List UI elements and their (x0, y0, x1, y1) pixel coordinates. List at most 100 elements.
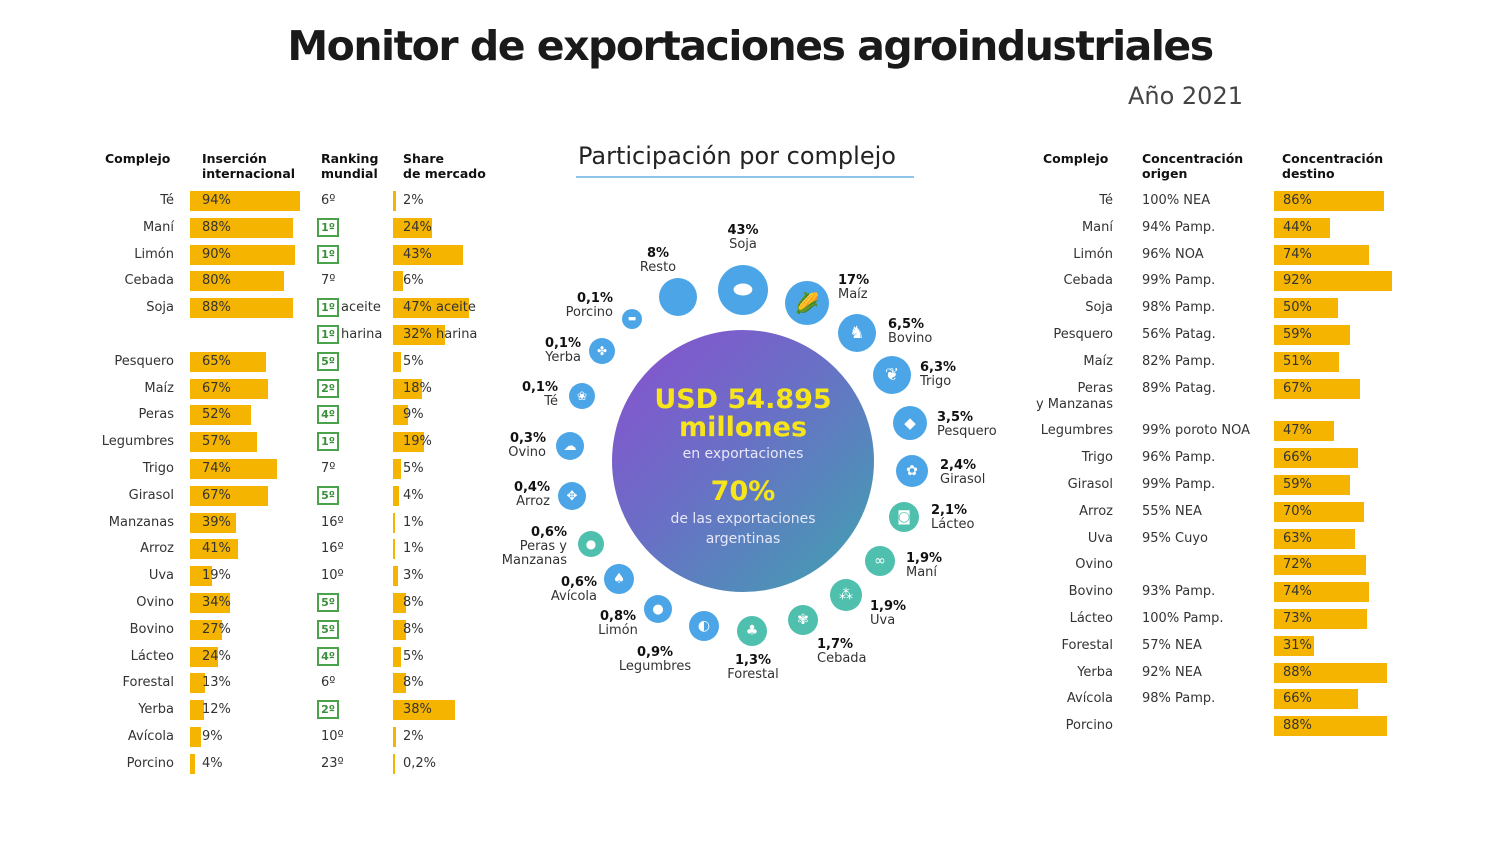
ranking-cell: 5º (317, 351, 341, 371)
slice-label: 0,9% Legumbres (605, 646, 705, 674)
ranking-value: 23º (321, 755, 344, 771)
origin-value: 98% Pamp. (1142, 300, 1216, 316)
ranking-value: 10º (321, 568, 344, 584)
row-label: Bovino (1068, 584, 1113, 600)
slice-name: Pesquero (937, 424, 997, 439)
destino-bar (1274, 475, 1350, 495)
slice-name: Trigo (920, 374, 952, 389)
slice-label: 1,3% Forestal (703, 654, 803, 682)
share-value: 32% harina (403, 327, 478, 342)
destino-bar (1274, 351, 1340, 372)
total-exports-circle: USD 54.895 millones en exportaciones 70%… (612, 330, 874, 592)
slice-name: Ovino (508, 445, 546, 460)
ranking-badge: 2º (317, 700, 339, 720)
destino-value: 74% (1283, 246, 1312, 262)
slice-name: Arroz (516, 494, 550, 509)
destino-bar (1274, 635, 1314, 656)
origin-value: 99% Pamp. (1142, 273, 1216, 289)
slice-name: Girasol (940, 472, 986, 487)
insercion-bar (190, 351, 267, 372)
destino-bar (1274, 582, 1369, 603)
center-title: Participación por complejo (578, 142, 896, 170)
destino-value: 51% (1283, 353, 1312, 369)
destino-bar (1274, 217, 1331, 238)
lemon-icon: ● (644, 595, 672, 623)
row-label: Legumbres (1040, 423, 1113, 439)
ranking-cell: 7º (317, 459, 335, 479)
insercion-value: 88% (202, 219, 231, 235)
destino-value: 67% (1283, 380, 1312, 396)
ranking-badge: 5º (317, 351, 339, 371)
insercion-bar (190, 432, 257, 453)
ranking-cell: 6º (317, 191, 335, 211)
share-bar (393, 378, 423, 399)
column-header: Concentración destino (1282, 151, 1384, 181)
destino-value: 73% (1283, 611, 1312, 626)
insercion-value: 41% (202, 541, 231, 557)
share-bar (393, 593, 406, 613)
origin-value: 100% NEA (1142, 193, 1211, 208)
insercion-value: 65% (202, 353, 231, 369)
row-label: Peras (138, 407, 174, 423)
share-bar (393, 485, 400, 506)
ranking-cell: 4º (317, 405, 341, 425)
origin-value: 98% Pamp. (1142, 691, 1216, 707)
destino-bar (1274, 716, 1387, 737)
row-label: Uva (148, 568, 174, 584)
sheep-icon: ☁ (556, 432, 584, 460)
slice-label: 1,9% Maní (906, 552, 942, 580)
slice-label: 3,5% Pesquero (937, 411, 997, 439)
row-label: Bovino (129, 621, 174, 637)
insercion-value: 57% (202, 434, 231, 450)
row-label: Arroz (140, 541, 174, 557)
slice-label: 1,9% Uva (870, 600, 906, 628)
share-bar (393, 244, 463, 265)
row-label: Té (160, 193, 174, 208)
row-label: Uva (1087, 530, 1113, 546)
insercion-value: 67% (202, 487, 231, 503)
share-value: 47% aceite (403, 300, 476, 316)
row-label: Cebada (1063, 273, 1113, 289)
slice-percent: 43% (727, 223, 759, 238)
tea-icon: ❀ (569, 383, 595, 409)
insercion-value: 67% (202, 380, 231, 396)
row-label: Limón (1073, 246, 1113, 262)
share-value: 5% (403, 648, 424, 664)
ranking-cell: 10º (317, 566, 344, 586)
destino-value: 72% (1283, 557, 1312, 573)
destino-value: 86% (1283, 193, 1312, 208)
ranking-note: aceite (341, 300, 381, 316)
insercion-bar (190, 405, 251, 426)
chicken-icon: ♠ (604, 564, 634, 594)
insercion-value: 88% (202, 300, 231, 316)
row-label: Forestal (122, 675, 174, 691)
slice-label: 0,3% Ovino (508, 432, 546, 460)
row-label: Cebada (124, 273, 174, 289)
ranking-value: 7º (321, 461, 336, 476)
milk-icon: ◙ (889, 502, 919, 532)
origin-value: 96% Pamp. (1142, 450, 1216, 466)
insercion-value: 39% (202, 514, 231, 530)
ranking-badge: 4º (317, 646, 339, 666)
slice-name: Cebada (817, 651, 867, 666)
insercion-bar (190, 271, 284, 292)
ranking-badge: 4º (317, 405, 339, 425)
column-header: Complejo (105, 151, 171, 166)
ranking-cell: 2º (317, 378, 341, 398)
slice-percent: 1,9% (870, 599, 907, 614)
insercion-value: 19% (202, 568, 231, 584)
share-bar (393, 646, 402, 667)
share-bar (393, 753, 395, 774)
destino-value: 92% (1283, 273, 1312, 289)
sunflower-icon: ✿ (896, 455, 928, 487)
share-value: 1% (403, 514, 424, 530)
ranking-cell: 16º (317, 539, 344, 559)
yerba-icon: ✤ (589, 338, 615, 364)
insercion-bar (190, 217, 293, 238)
share-bar (393, 566, 398, 587)
ranking-badge: 1º (317, 298, 339, 318)
row-label: Maíz (144, 380, 174, 396)
ranking-badge: 5º (317, 593, 339, 612)
pig-icon: ▬ (622, 309, 642, 329)
slice-name: Té (544, 394, 558, 409)
